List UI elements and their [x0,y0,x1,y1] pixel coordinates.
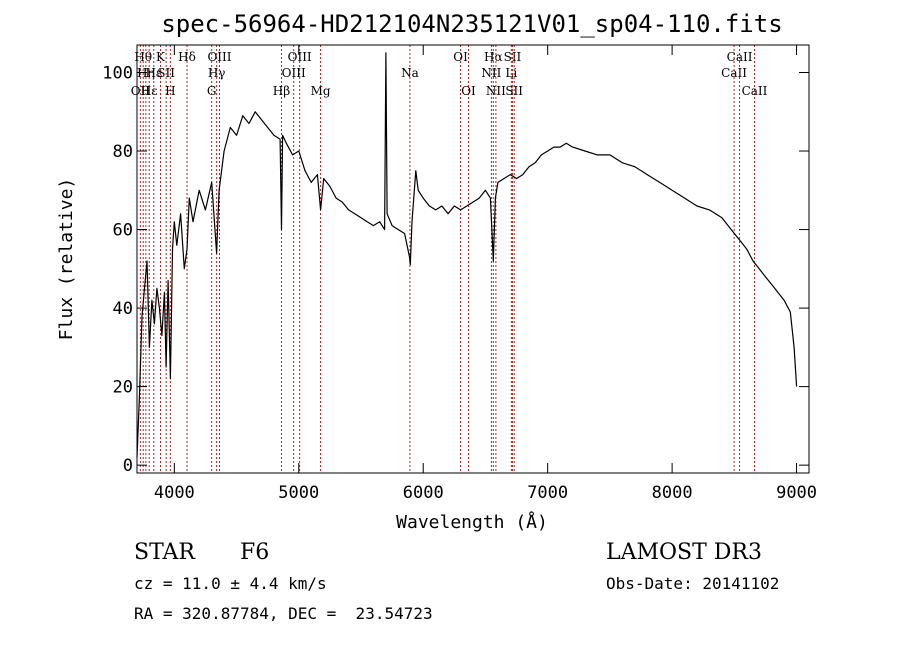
object-subclass: F6 [240,540,270,565]
line-marker-label-24: SII [505,84,523,98]
line-marker-label-11: OIII [207,50,231,64]
y-tick-label-100: 100 [102,63,133,83]
object-type: STAR [134,540,195,565]
observation-date: Obs-Date: 20141102 [606,574,780,593]
y-tick-label-0: 0 [123,456,133,476]
line-marker-label-10: Hγ [208,66,226,80]
line-marker-label-4: Hε [145,66,162,80]
x-tick-label-8000: 8000 [652,483,693,503]
x-tick-label-9000: 9000 [776,483,817,503]
line-marker-label-19: NII [481,66,501,80]
line-marker-label-23: SII [504,50,522,64]
line-marker-label-18: OI [461,84,476,98]
spectrum-series [136,52,798,458]
y-tick-label-40: 40 [113,299,133,319]
survey-name: LAMOST DR3 [606,540,762,565]
line-marker-label-16: Na [401,66,419,80]
x-tick-label-7000: 7000 [527,483,568,503]
line-marker-label-21: NII [486,84,506,98]
y-tick-label-20: 20 [113,378,133,398]
plot-frame [136,44,810,474]
line-marker-label-17: OI [453,50,468,64]
y-tick-label-60: 60 [113,221,133,241]
line-marker-label-2: Hη [137,66,155,80]
line-marker-label-6: SII [157,66,175,80]
line-marker-label-15: Mg [311,84,331,98]
line-marker-label-3: Hε [141,84,158,98]
chart-title: spec-56964-HD212104N235121V01_sp04-110.f… [161,10,782,38]
line-marker-label-27: CaII [742,84,768,98]
x-tick-label-5000: 5000 [278,483,319,503]
spectral-line-markers: OIIHθHηHεHεKSIIHHδGHγOIIIHβOIIIOIIIMgNaO… [131,45,768,473]
line-marker-label-14: OIII [288,50,312,64]
line-marker-label-22: Li [505,66,517,80]
line-marker-label-25: CaII [721,66,747,80]
series-line-spectrum [136,52,798,458]
coordinates: RA = 320.87784, DEC = 23.54723 [134,604,433,623]
redshift-velocity: cz = 11.0 ± 4.4 km/s [134,574,327,593]
axis-ticks: 4000 5000 6000 7000 8000 9000 0 20 40 60 80 100 [102,45,817,503]
line-marker-label-1: Hθ [134,50,152,64]
line-marker-label-12: Hβ [273,84,290,98]
line-marker-label-13: OIII [282,66,306,80]
line-marker-label-20: Hα [484,50,503,64]
x-axis-label: Wavelength (Å) [396,511,548,533]
x-tick-label-6000: 6000 [403,483,444,503]
line-marker-label-26: CaII [727,50,753,64]
y-tick-label-80: 80 [113,142,133,162]
y-axis-label: Flux (relative) [56,178,77,341]
line-marker-label-5: K [156,50,166,64]
x-tick-label-4000: 4000 [154,483,195,503]
line-marker-label-7: H [165,84,175,98]
line-marker-label-8: Hδ [178,50,196,64]
line-marker-label-9: G [207,84,217,98]
